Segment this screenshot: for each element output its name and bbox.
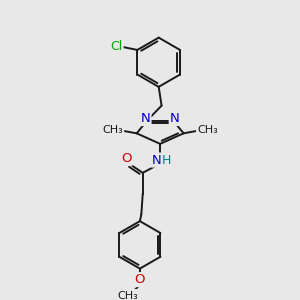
Text: CH₃: CH₃ [197, 125, 218, 135]
Text: O: O [135, 273, 145, 286]
Text: N: N [170, 112, 179, 125]
Text: Cl: Cl [110, 40, 123, 53]
Text: H: H [162, 154, 171, 166]
Text: CH₃: CH₃ [103, 125, 123, 135]
Text: O: O [121, 152, 132, 165]
Text: CH₃: CH₃ [117, 291, 138, 300]
Text: N: N [141, 112, 151, 125]
Text: N: N [152, 154, 161, 166]
